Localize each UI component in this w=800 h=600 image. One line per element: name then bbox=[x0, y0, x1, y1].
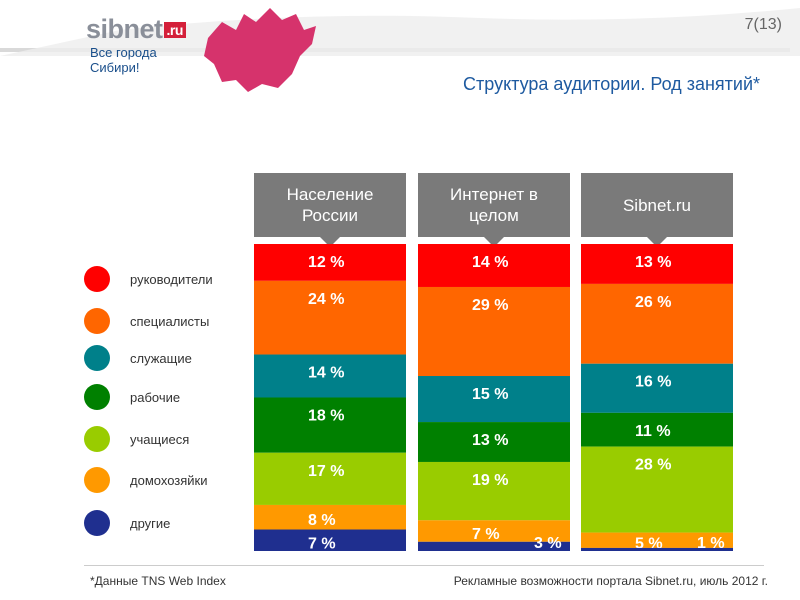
legend-label-students: учащиеся bbox=[130, 432, 190, 447]
data-label-others-col2: 3 % bbox=[534, 535, 562, 552]
bar-segment-employees-col1 bbox=[254, 354, 406, 398]
data-label-managers-col1: 12 % bbox=[308, 254, 344, 271]
data-label-students-col2: 19 % bbox=[472, 472, 508, 489]
legend-dot-students bbox=[84, 426, 110, 452]
column-header-internet: Интернет в целом bbox=[418, 173, 570, 247]
data-label-housewives-col1: 8 % bbox=[308, 512, 336, 529]
bar-segment-workers-col2 bbox=[418, 422, 570, 462]
legend-dot-managers bbox=[84, 266, 110, 292]
footnote: *Данные TNS Web Index bbox=[90, 574, 226, 588]
data-label-workers-col2: 13 % bbox=[472, 432, 508, 449]
bar-segment-others-col1 bbox=[254, 529, 406, 551]
data-label-workers-col1: 18 % bbox=[308, 408, 344, 425]
tagline: Все города Сибири! bbox=[90, 45, 157, 75]
data-label-managers-col3: 13 % bbox=[635, 254, 671, 271]
legend-dot-others bbox=[84, 510, 110, 536]
bar-segment-others-col3 bbox=[581, 547, 733, 551]
bar-segment-students-col2 bbox=[418, 461, 570, 521]
data-label-employees-col1: 14 % bbox=[308, 365, 344, 382]
data-label-students-col3: 28 % bbox=[635, 457, 671, 474]
bar-segment-specialists-col1 bbox=[254, 280, 406, 355]
siberia-map-icon bbox=[204, 8, 316, 92]
data-label-employees-col2: 15 % bbox=[472, 386, 508, 403]
data-label-others-col1: 7 % bbox=[308, 535, 336, 552]
bar-segment-others-col2 bbox=[418, 541, 570, 551]
legend-label-specialists: специалисты bbox=[130, 314, 210, 329]
footer-divider bbox=[84, 565, 764, 566]
russia-map-silhouette bbox=[0, 8, 800, 56]
bar-segment-specialists-col2 bbox=[418, 286, 570, 377]
legend-label-others: другие bbox=[130, 516, 171, 531]
data-label-specialists-col1: 24 % bbox=[308, 291, 344, 308]
bar-segment-managers-col3 bbox=[581, 244, 733, 284]
data-label-specialists-col3: 26 % bbox=[635, 294, 671, 311]
bar-segment-housewives-col1 bbox=[254, 504, 406, 530]
bar-segment-specialists-col3 bbox=[581, 283, 733, 364]
footer-text: Рекламные возможности портала Sibnet.ru,… bbox=[453, 574, 768, 588]
bar-segment-housewives-col3 bbox=[581, 532, 733, 548]
legend-dot-specialists bbox=[84, 308, 110, 334]
bar-segment-students-col1 bbox=[254, 452, 406, 505]
bar-segment-managers-col1 bbox=[254, 244, 406, 281]
sibnet-logo: sibnet .ru bbox=[86, 14, 186, 45]
slide-title: Структура аудитории. Род занятий* bbox=[463, 74, 760, 94]
legend-dot-workers bbox=[84, 384, 110, 410]
header-background bbox=[0, 8, 800, 92]
bar-segment-managers-col2 bbox=[418, 244, 570, 287]
data-label-specialists-col2: 29 % bbox=[472, 297, 508, 314]
data-label-employees-col3: 16 % bbox=[635, 374, 671, 391]
bar-segment-employees-col3 bbox=[581, 363, 733, 413]
bar-segment-students-col3 bbox=[581, 446, 733, 533]
legend-label-employees: служащие bbox=[130, 351, 192, 366]
column-header-population: Население России bbox=[254, 173, 406, 247]
legend-label-workers: рабочие bbox=[130, 390, 181, 405]
data-label-housewives-col2: 7 % bbox=[472, 526, 500, 543]
data-label-managers-col2: 14 % bbox=[472, 254, 508, 271]
bar-segment-workers-col1 bbox=[254, 397, 406, 453]
column-header-sibnet: Sibnet.ru bbox=[581, 173, 733, 247]
legend-dot-housewives bbox=[84, 467, 110, 493]
data-label-workers-col3: 11 % bbox=[635, 423, 671, 440]
bar-segment-workers-col3 bbox=[581, 412, 733, 447]
legend-label-housewives: домохозяйки bbox=[130, 473, 208, 488]
legend-label-managers: руководители bbox=[130, 272, 213, 287]
legend-dot-employees bbox=[84, 345, 110, 371]
bar-segment-housewives-col2 bbox=[418, 520, 570, 542]
page-number: 7(13) bbox=[744, 16, 782, 33]
bar-segment-employees-col2 bbox=[418, 376, 570, 423]
data-label-students-col1: 17 % bbox=[308, 463, 344, 480]
data-label-others-col3: 1 % bbox=[697, 535, 725, 552]
